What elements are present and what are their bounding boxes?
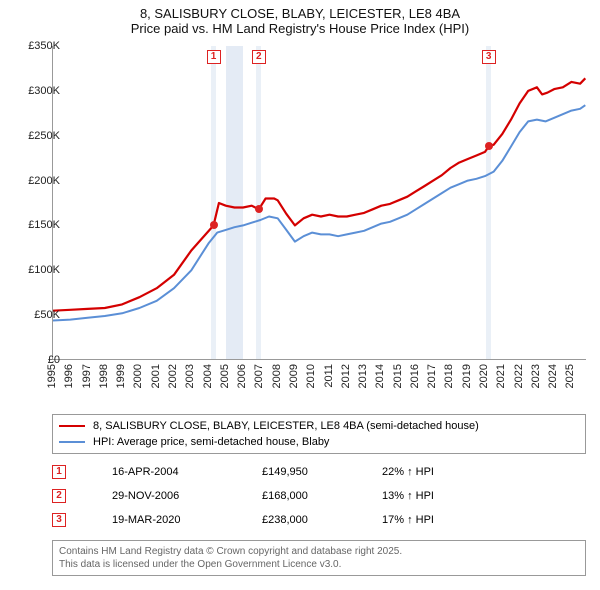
x-axis-label: 2015 bbox=[392, 364, 404, 388]
x-axis-label: 2004 bbox=[202, 364, 214, 388]
chart-sale-marker: 2 bbox=[252, 50, 266, 64]
sales-row: 3 19-MAR-2020 £238,000 17% ↑ HPI bbox=[52, 508, 586, 532]
legend-row-price: 8, SALISBURY CLOSE, BLABY, LEICESTER, LE… bbox=[59, 418, 579, 434]
x-axis-label: 2003 bbox=[184, 364, 196, 388]
x-axis-label: 1995 bbox=[46, 364, 58, 388]
sale-date-1: 16-APR-2004 bbox=[112, 466, 262, 478]
x-axis-label: 2000 bbox=[132, 364, 144, 388]
footer-line2: This data is licensed under the Open Gov… bbox=[59, 558, 579, 571]
sale-price-3: £238,000 bbox=[262, 514, 382, 526]
sale-pct-1: 22% ↑ HPI bbox=[382, 466, 502, 478]
y-axis-label: £200K bbox=[28, 175, 60, 187]
x-axis-label: 2008 bbox=[271, 364, 283, 388]
x-axis-label: 2007 bbox=[253, 364, 265, 388]
sales-row: 2 29-NOV-2006 £168,000 13% ↑ HPI bbox=[52, 484, 586, 508]
sale-date-3: 19-MAR-2020 bbox=[112, 514, 262, 526]
x-axis-label: 2002 bbox=[167, 364, 179, 388]
attribution-footer: Contains HM Land Registry data © Crown c… bbox=[52, 540, 586, 576]
x-axis-label: 2018 bbox=[443, 364, 455, 388]
y-axis-label: £250K bbox=[28, 130, 60, 142]
sale-pct-2: 13% ↑ HPI bbox=[382, 490, 502, 502]
sales-table: 1 16-APR-2004 £149,950 22% ↑ HPI 2 29-NO… bbox=[52, 460, 586, 532]
x-axis-label: 2022 bbox=[513, 364, 525, 388]
x-axis-label: 2024 bbox=[547, 364, 559, 388]
x-axis-label: 2017 bbox=[426, 364, 438, 388]
x-axis-label: 1998 bbox=[98, 364, 110, 388]
y-axis-label: £300K bbox=[28, 85, 60, 97]
sale-pct-3: 17% ↑ HPI bbox=[382, 514, 502, 526]
legend-row-hpi: HPI: Average price, semi-detached house,… bbox=[59, 434, 579, 450]
sale-dot bbox=[255, 205, 263, 213]
sale-marker-2: 2 bbox=[52, 489, 66, 503]
chart-sale-marker: 1 bbox=[207, 50, 221, 64]
x-axis-label: 2009 bbox=[288, 364, 300, 388]
x-axis-label: 2013 bbox=[357, 364, 369, 388]
chart-plot-area: 1 2 3 bbox=[52, 46, 586, 360]
sale-price-1: £149,950 bbox=[262, 466, 382, 478]
legend-label-hpi: HPI: Average price, semi-detached house,… bbox=[93, 436, 329, 448]
x-axis-label: 2005 bbox=[219, 364, 231, 388]
title-subtitle: Price paid vs. HM Land Registry's House … bbox=[0, 21, 600, 36]
x-axis-label: 2020 bbox=[478, 364, 490, 388]
y-axis-label: £150K bbox=[28, 219, 60, 231]
title-address: 8, SALISBURY CLOSE, BLABY, LEICESTER, LE… bbox=[0, 6, 600, 21]
y-axis-label: £350K bbox=[28, 40, 60, 52]
chart-container: 8, SALISBURY CLOSE, BLABY, LEICESTER, LE… bbox=[0, 0, 600, 590]
y-axis-label: £100K bbox=[28, 264, 60, 276]
legend: 8, SALISBURY CLOSE, BLABY, LEICESTER, LE… bbox=[52, 414, 586, 454]
x-axis-label: 2010 bbox=[305, 364, 317, 388]
chart-sale-marker: 3 bbox=[482, 50, 496, 64]
legend-swatch-price bbox=[59, 425, 85, 427]
x-axis-label: 1996 bbox=[63, 364, 75, 388]
series-hpi bbox=[53, 105, 585, 320]
legend-label-price: 8, SALISBURY CLOSE, BLABY, LEICESTER, LE… bbox=[93, 420, 479, 432]
x-axis-label: 2006 bbox=[236, 364, 248, 388]
x-axis-label: 1997 bbox=[81, 364, 93, 388]
sale-date-2: 29-NOV-2006 bbox=[112, 490, 262, 502]
x-axis-label: 2019 bbox=[461, 364, 473, 388]
x-axis-label: 2021 bbox=[495, 364, 507, 388]
x-axis-label: 1999 bbox=[115, 364, 127, 388]
legend-swatch-hpi bbox=[59, 441, 85, 443]
x-axis-label: 2016 bbox=[409, 364, 421, 388]
sale-dot bbox=[210, 221, 218, 229]
sale-marker-1: 1 bbox=[52, 465, 66, 479]
title-block: 8, SALISBURY CLOSE, BLABY, LEICESTER, LE… bbox=[0, 0, 600, 36]
chart-lines bbox=[53, 46, 587, 360]
y-axis-label: £50K bbox=[34, 309, 60, 321]
footer-line1: Contains HM Land Registry data © Crown c… bbox=[59, 545, 579, 558]
sale-marker-3: 3 bbox=[52, 513, 66, 527]
x-axis-label: 2001 bbox=[150, 364, 162, 388]
series-price_paid bbox=[53, 78, 585, 310]
sale-dot bbox=[485, 142, 493, 150]
x-axis-label: 2023 bbox=[530, 364, 542, 388]
x-axis-label: 2012 bbox=[340, 364, 352, 388]
sale-price-2: £168,000 bbox=[262, 490, 382, 502]
sales-row: 1 16-APR-2004 £149,950 22% ↑ HPI bbox=[52, 460, 586, 484]
x-axis-label: 2011 bbox=[323, 364, 335, 388]
x-axis-label: 2014 bbox=[374, 364, 386, 388]
x-axis-label: 2025 bbox=[564, 364, 576, 388]
